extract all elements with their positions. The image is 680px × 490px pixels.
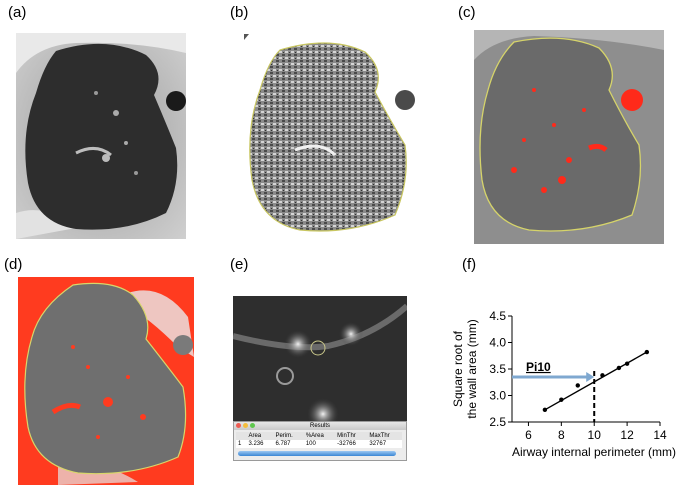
y-tick-label: 3.5 bbox=[489, 362, 506, 376]
results-header-row: Area Perim. %Area MinThr MaxThr bbox=[236, 432, 402, 440]
data-point bbox=[559, 397, 564, 402]
table-row[interactable]: 1 3.236 6.787 100 -32766 32767 bbox=[236, 440, 402, 448]
results-cell: 6.787 bbox=[275, 441, 291, 447]
panel-label-f: (f) bbox=[462, 256, 477, 273]
panel-label-c: (c) bbox=[458, 4, 476, 21]
close-window-icon[interactable] bbox=[236, 423, 241, 428]
x-axis-label: Airway internal perimeter (mm) bbox=[512, 445, 676, 459]
ct-image-b bbox=[240, 30, 420, 245]
data-point bbox=[542, 407, 548, 413]
pi10-chart: 2.5 3.0 3.5 4.0 4.5 6 8 10 12 14 Pi10 Airway intern… bbox=[451, 309, 676, 459]
panel-label-a: (a) bbox=[8, 4, 27, 21]
results-title-bar[interactable]: Results bbox=[234, 422, 406, 430]
results-cell: 32767 bbox=[369, 441, 387, 447]
results-cell: 1 bbox=[238, 441, 242, 447]
results-title: Results bbox=[309, 423, 330, 429]
results-window[interactable]: Results Area Perim. %Area MinThr MaxThr … bbox=[233, 421, 407, 461]
results-header: Perim. bbox=[275, 433, 293, 439]
results-header: Area bbox=[248, 433, 262, 439]
ct-image-a bbox=[16, 33, 186, 239]
pi10-label: Pi10 bbox=[526, 360, 551, 374]
results-table: Area Perim. %Area MinThr MaxThr 1 3.236 … bbox=[236, 432, 402, 448]
ct-image-c bbox=[474, 30, 664, 244]
zoom-window-icon[interactable] bbox=[250, 423, 255, 428]
y-tick-label: 4.5 bbox=[489, 309, 506, 323]
results-header: MaxThr bbox=[369, 433, 390, 439]
minimize-window-icon[interactable] bbox=[243, 423, 248, 428]
y-tick-label: 3.0 bbox=[489, 389, 506, 403]
data-point bbox=[600, 373, 605, 378]
x-tick-label: 12 bbox=[620, 428, 634, 442]
ct-image-d bbox=[18, 277, 194, 485]
y-axis-label-line2: the wall area (mm) bbox=[465, 319, 479, 418]
results-cell: -32766 bbox=[337, 441, 356, 447]
y-tick-label: 4.0 bbox=[489, 336, 506, 350]
x-tick-label: 6 bbox=[525, 428, 532, 442]
panel-label-d: (d) bbox=[4, 256, 23, 273]
data-point bbox=[644, 349, 650, 355]
pi10-arrow-head bbox=[586, 371, 595, 382]
data-point bbox=[616, 365, 622, 371]
data-point bbox=[575, 383, 580, 388]
results-cell: 100 bbox=[305, 441, 316, 447]
x-tick-label: 14 bbox=[653, 428, 667, 442]
results-header: %Area bbox=[305, 433, 324, 439]
results-header bbox=[236, 432, 246, 440]
x-tick-label: 10 bbox=[588, 428, 602, 442]
results-header: MinThr bbox=[337, 433, 356, 439]
data-point bbox=[624, 361, 630, 366]
y-axis-label-line1: Square root of bbox=[451, 330, 465, 407]
horizontal-scrollbar[interactable] bbox=[238, 451, 396, 456]
x-tick-label: 8 bbox=[558, 428, 565, 442]
panel-label-e: (e) bbox=[230, 256, 249, 273]
results-cell: 3.236 bbox=[248, 441, 264, 447]
y-tick-label: 2.5 bbox=[489, 415, 506, 429]
panel-label-b: (b) bbox=[230, 4, 249, 21]
